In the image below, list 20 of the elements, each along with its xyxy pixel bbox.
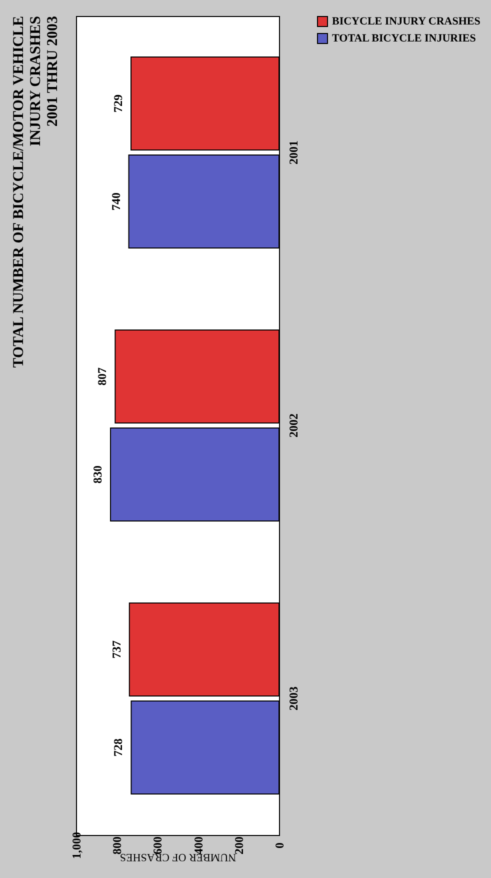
text: INJURY CRASHES	[28, 16, 44, 146]
data-label: 807	[95, 368, 110, 386]
data-label: 737	[109, 640, 124, 658]
x-tick-label: 0	[272, 842, 286, 848]
data-label: 729	[111, 94, 126, 112]
data-label: 728	[111, 738, 126, 756]
legend-label: TOTAL BICYCLE INJURIES	[332, 32, 476, 44]
y-tick-label: 2001	[286, 140, 300, 164]
data-label: 740	[108, 192, 123, 210]
text: TOTAL NUMBER OF BICYCLE/MOTOR VEHICLE	[11, 16, 27, 368]
legend-label: BICYCLE INJURY CRASHES	[332, 16, 480, 28]
y-tick-label: 2003	[286, 686, 300, 710]
y-tick-label: 2002	[286, 414, 300, 438]
x-tick-label: 600	[150, 836, 165, 854]
text: 2001 THRU 2003	[45, 16, 61, 127]
x-tick-label: 1,000	[70, 832, 84, 859]
data-label: 830	[90, 466, 105, 484]
x-tick-label: 200	[232, 836, 246, 854]
x-tick-label: 800	[110, 836, 124, 854]
x-tick-label: 400	[191, 836, 206, 854]
